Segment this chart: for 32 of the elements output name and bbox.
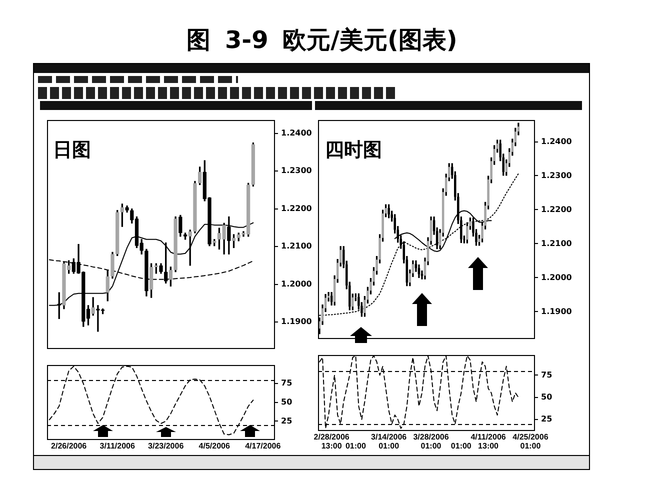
y-tick-label: 1.2300 <box>541 170 572 180</box>
x-tick-label: 4/11/2006 13:00 <box>470 432 506 450</box>
y-tick-label: 1.1900 <box>281 317 312 326</box>
y-tick-label: 50 <box>541 392 553 402</box>
y-tick-label: 1.1900 <box>541 306 572 316</box>
y-tick-label: 25 <box>541 414 553 424</box>
x-tick-label: 2/26/2006 <box>51 442 88 451</box>
x-tick-label: 3/14/2006 01:00 <box>371 432 408 450</box>
y-tick-label: 1.2000 <box>281 279 312 288</box>
y-tick-label: 1.2400 <box>281 128 312 138</box>
annotation: 四时图 <box>325 139 382 161</box>
y-tick-label: 1.2300 <box>281 166 312 176</box>
x-tick-label: 3/28/2006 01:00 <box>413 432 450 450</box>
y-tick-label: 25 <box>281 416 293 426</box>
y-tick-label: 75 <box>541 370 553 380</box>
x-tick-label: 4/5/2006 <box>198 442 230 451</box>
x-tick-label: 01:00 <box>345 441 366 450</box>
y-tick-label: 1.2200 <box>281 204 312 213</box>
y-tick-label: 1.2100 <box>541 238 572 248</box>
y-tick-label: 75 <box>281 378 293 388</box>
y-tick-label: 50 <box>281 397 293 406</box>
y-tick-label: 1.2200 <box>541 204 572 214</box>
x-tick-label: 01:00 <box>450 441 472 450</box>
x-tick-label: 3/11/2006 <box>100 442 136 451</box>
y-tick-label: 1.2000 <box>541 272 572 282</box>
y-tick-label: 1.2400 <box>541 136 572 146</box>
annotation: 日图 <box>53 139 91 161</box>
chart-title: 图 3-9 欧元/美元(图表) <box>186 26 458 54</box>
x-tick-label: 4/17/2006 <box>245 442 282 451</box>
y-tick-label: 1.2100 <box>281 242 312 251</box>
x-tick-label: 3/23/2006 <box>148 442 184 451</box>
x-tick-label: 4/25/2006 01:00 <box>512 432 549 450</box>
